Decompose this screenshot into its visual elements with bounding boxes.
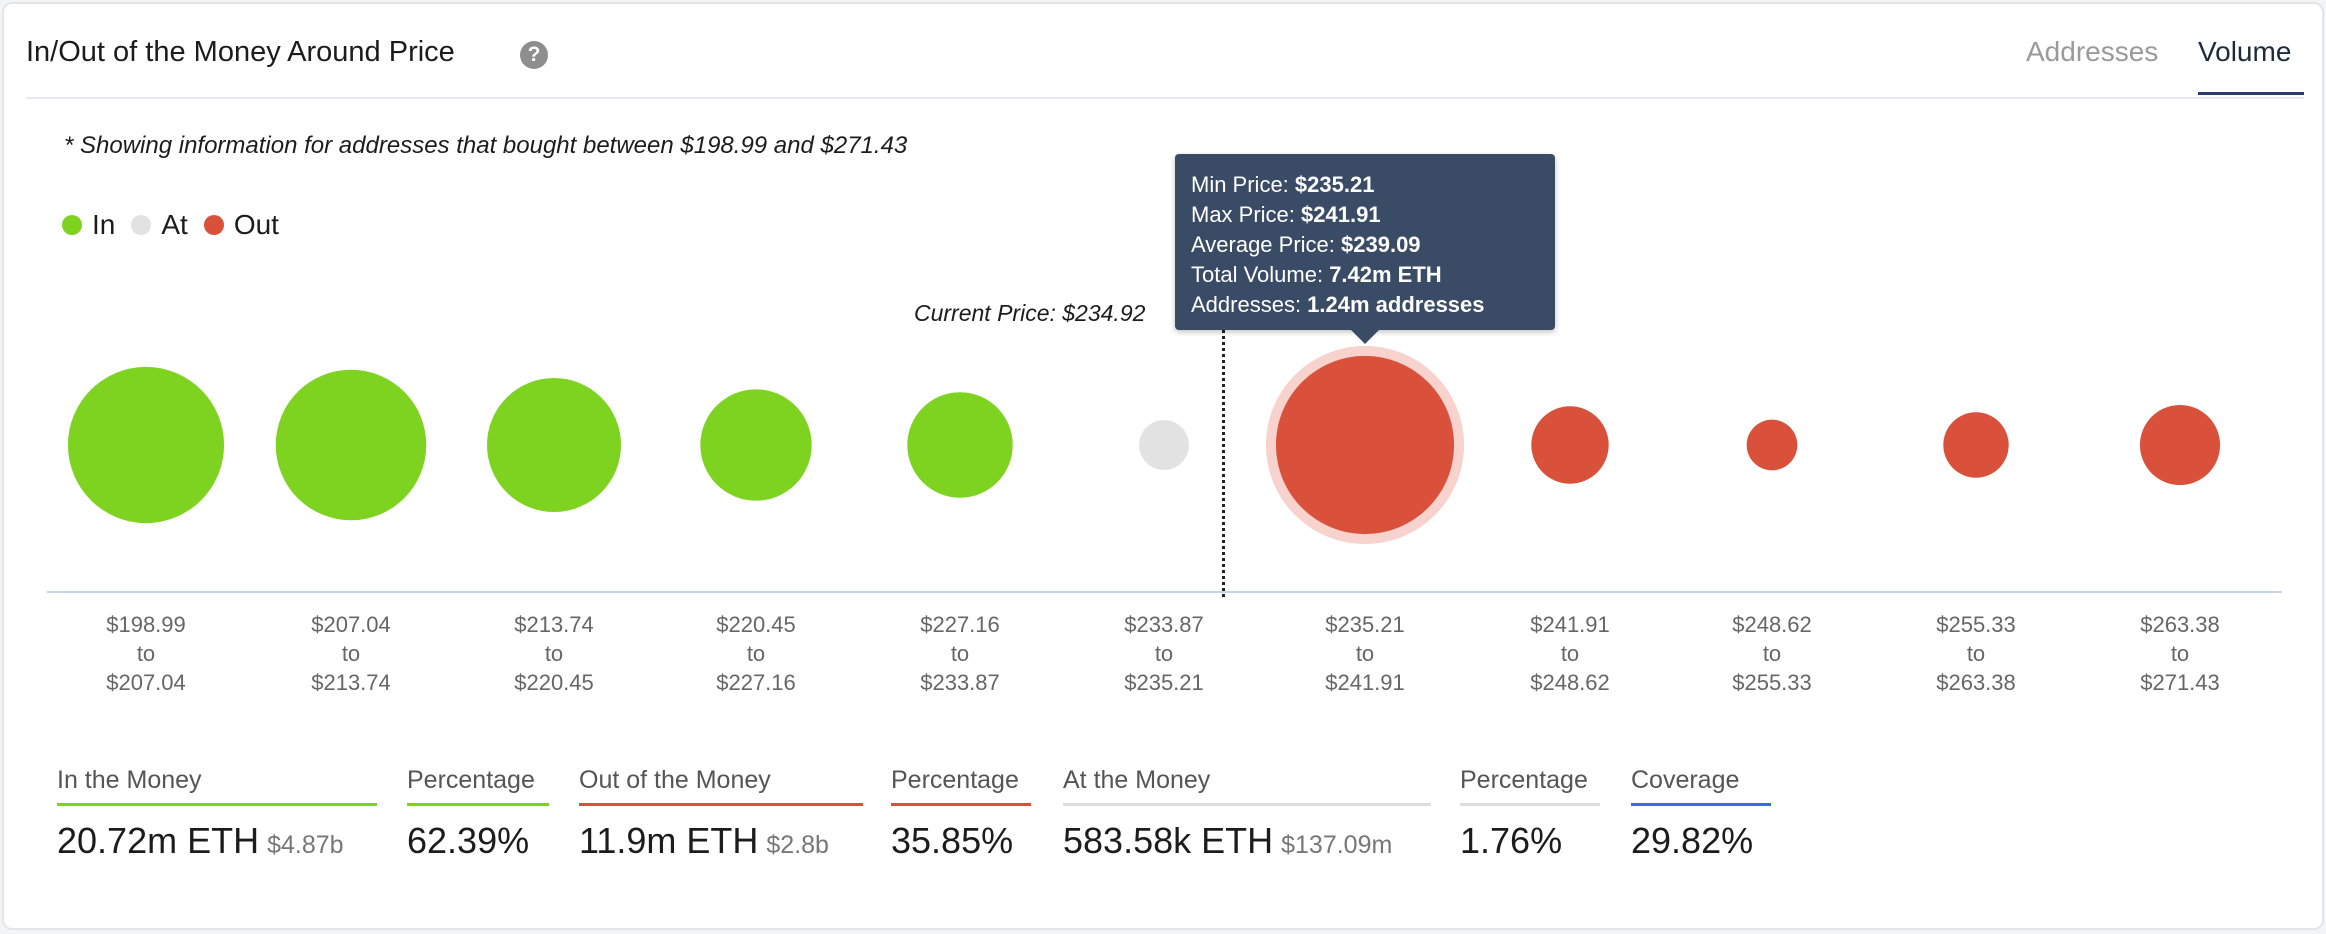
- stat-at-the-money: At the Money 583.58k ETH $137.09m: [1063, 766, 1431, 862]
- legend-out-label: Out: [233, 209, 279, 240]
- bubble-out-9[interactable]: [1943, 412, 2009, 478]
- current-price-line: [1222, 301, 1225, 597]
- stat-value: 20.72m ETH $4.87b: [57, 820, 344, 861]
- tab-volume[interactable]: Volume: [2198, 36, 2292, 67]
- bubble-out-6[interactable]: [1275, 355, 1455, 535]
- stat-usd-value: $2.8b: [766, 831, 829, 859]
- tooltip-total-volume: Total Volume: 7.42m ETH: [1191, 262, 1442, 287]
- card-title: In/Out of the Money Around Price: [26, 36, 455, 68]
- stat-value: 11.9m ETH $2.8b: [579, 820, 829, 861]
- stat-label: Percentage: [407, 766, 549, 806]
- bubble-in-3[interactable]: [700, 389, 812, 501]
- x-tick-label: $220.45 to $227.16: [716, 612, 796, 695]
- current-price-label: Current Price: $234.92: [914, 300, 1146, 326]
- legend-in[interactable]: In: [62, 209, 115, 241]
- stat-usd-value: $4.87b: [267, 831, 344, 859]
- stat-value: 62.39%: [407, 820, 530, 861]
- stat-value: 29.82%: [1631, 820, 1754, 861]
- legend-out-dot-icon: [203, 215, 224, 235]
- bubble-at-5[interactable]: [1139, 420, 1189, 470]
- bubble-out-10[interactable]: [2139, 404, 2221, 486]
- help-icon[interactable]: ?: [520, 41, 548, 69]
- x-tick-label: $255.33 to $263.38: [1936, 612, 2016, 695]
- stat-label: At the Money: [1063, 766, 1431, 806]
- legend: In At Out: [62, 209, 295, 241]
- stat-label: Coverage: [1631, 766, 1771, 806]
- legend-out[interactable]: Out: [203, 209, 279, 241]
- stat-value: 583.58k ETH $137.09m: [1063, 820, 1393, 861]
- x-tick-label: $241.91 to $248.62: [1530, 612, 1610, 695]
- bubble-out-7[interactable]: [1531, 406, 1609, 484]
- legend-at-dot-icon: [131, 215, 152, 235]
- x-tick-label: $263.38 to $271.43: [2140, 612, 2220, 695]
- range-note: * Showing information for addresses that…: [64, 132, 908, 159]
- bubble-out-8[interactable]: [1746, 419, 1798, 471]
- x-tick-label: $213.74 to $220.45: [514, 612, 594, 695]
- active-tab-indicator: [2198, 92, 2304, 95]
- stat-percentage: Percentage 35.85%: [891, 766, 1031, 862]
- bubble-in-2[interactable]: [486, 377, 622, 513]
- stat-percentage: Percentage 62.39%: [407, 766, 549, 862]
- stat-label: In the Money: [57, 766, 377, 806]
- tooltip-max-price: Max Price: $241.91: [1191, 202, 1381, 227]
- stat-label: Percentage: [891, 766, 1031, 806]
- x-tick-label: $233.87 to $235.21: [1124, 612, 1204, 695]
- stat-out-of-the-money: Out of the Money 11.9m ETH $2.8b: [579, 766, 863, 862]
- tooltip-addresses: Addresses: 1.24m addresses: [1191, 292, 1485, 317]
- stat-value: 1.76%: [1460, 820, 1563, 861]
- x-tick-label: $248.62 to $255.33: [1732, 612, 1812, 695]
- tooltip-min-price: Min Price: $235.21: [1191, 172, 1375, 197]
- stat-usd-value: $137.09m: [1281, 831, 1393, 859]
- legend-in-dot-icon: [62, 215, 82, 235]
- tab-addresses[interactable]: Addresses: [2026, 36, 2159, 67]
- bubble-chart: [47, 345, 2282, 593]
- header-divider: [26, 97, 2304, 99]
- stat-percentage: Percentage 1.76%: [1460, 766, 1600, 862]
- bubble-in-4[interactable]: [907, 392, 1013, 498]
- legend-at-label: At: [161, 209, 188, 240]
- bubble-in-0[interactable]: [67, 366, 225, 524]
- x-tick-label: $235.21 to $241.91: [1325, 612, 1405, 695]
- stat-label: Out of the Money: [579, 766, 863, 806]
- legend-in-label: In: [92, 209, 116, 240]
- stat-value: 35.85%: [891, 820, 1014, 861]
- stat-in-the-money: In the Money 20.72m ETH $4.87b: [57, 766, 377, 862]
- tooltip-avg-price: Average Price: $239.09: [1191, 232, 1421, 257]
- tooltip: Min Price: $235.21 Max Price: $241.91 Av…: [1175, 154, 1555, 344]
- stat-coverage: Coverage 29.82%: [1631, 766, 1771, 862]
- x-tick-label: $227.16 to $233.87: [920, 612, 1000, 695]
- stat-label: Percentage: [1460, 766, 1600, 806]
- bubble-in-1[interactable]: [275, 369, 427, 521]
- x-tick-label: $207.04 to $213.74: [311, 612, 391, 695]
- legend-at[interactable]: At: [131, 209, 188, 241]
- x-tick-label: $198.99 to $207.04: [106, 612, 186, 695]
